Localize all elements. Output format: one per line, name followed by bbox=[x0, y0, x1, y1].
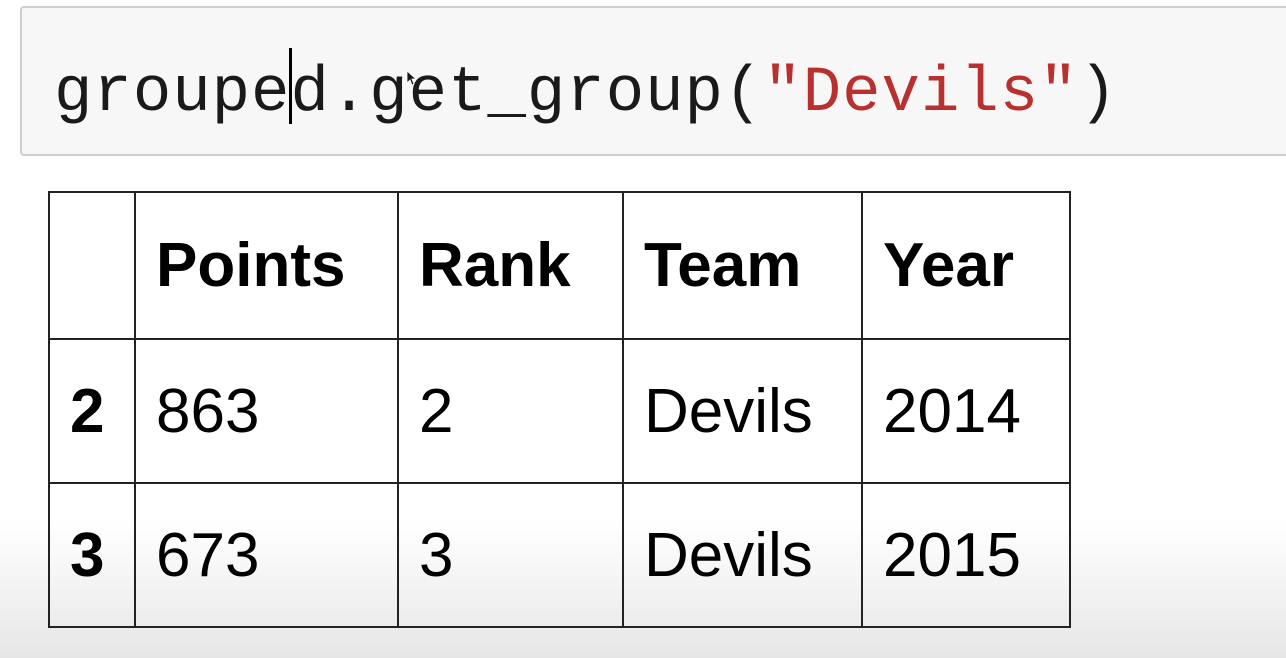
cell-year: 2014 bbox=[861, 338, 1071, 484]
cell-team: Devils bbox=[622, 338, 863, 484]
index-header bbox=[48, 191, 136, 340]
code-cell[interactable]: grouped.get_group("Devils") bbox=[20, 6, 1286, 156]
row-index: 2 bbox=[48, 338, 136, 484]
table-row: 2 863 2 Devils 2014 bbox=[48, 338, 1071, 484]
string-literal: "Devils" bbox=[763, 58, 1079, 130]
code-text-end: ) bbox=[1078, 58, 1118, 130]
cell-rank: 3 bbox=[397, 482, 624, 628]
cell-rank: 2 bbox=[397, 338, 624, 484]
text-cursor bbox=[288, 48, 292, 124]
code-text-before-cursor: groupe bbox=[54, 58, 291, 130]
cell-points: 863 bbox=[134, 338, 399, 484]
code-text-after-cursor: d.get_group( bbox=[290, 58, 764, 130]
column-header-year: Year bbox=[861, 191, 1071, 340]
cell-points: 673 bbox=[134, 482, 399, 628]
table-header-row: Points Rank Team Year bbox=[48, 191, 1071, 340]
column-header-team: Team bbox=[622, 191, 863, 340]
column-header-rank: Rank bbox=[397, 191, 624, 340]
row-index: 3 bbox=[48, 482, 136, 628]
cell-team: Devils bbox=[622, 482, 863, 628]
table-row: 3 673 3 Devils 2015 bbox=[48, 482, 1071, 628]
dataframe-output-table: Points Rank Team Year 2 863 2 Devils 201… bbox=[48, 191, 1071, 628]
code-line[interactable]: grouped.get_group("Devils") bbox=[54, 48, 1118, 134]
cell-year: 2015 bbox=[861, 482, 1071, 628]
column-header-points: Points bbox=[134, 191, 399, 340]
mouse-pointer-icon bbox=[406, 70, 416, 86]
